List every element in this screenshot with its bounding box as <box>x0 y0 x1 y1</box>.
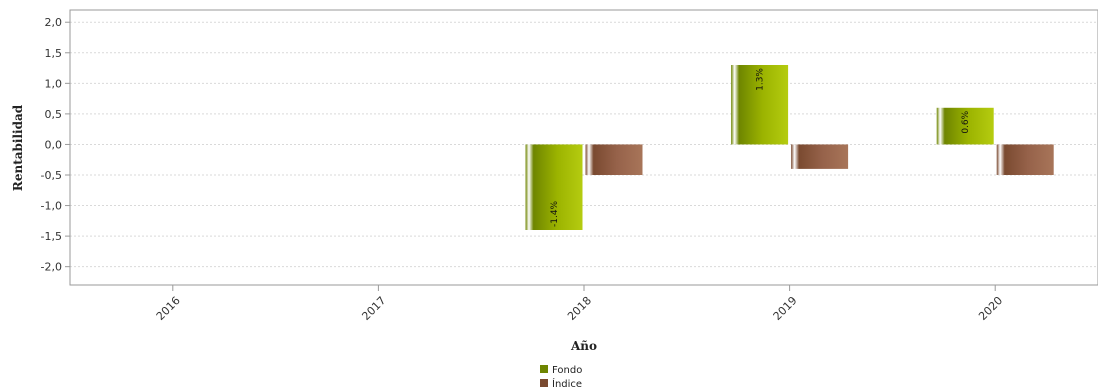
plot-frame <box>69 9 1098 286</box>
y-tick-label: -2,0 <box>41 261 62 274</box>
y-tick-label: 0,0 <box>45 138 63 151</box>
y-tick-label: -1,5 <box>41 230 62 243</box>
data-label: 1.3% <box>756 68 766 91</box>
legend-label-fondo[interactable]: Fondo <box>552 365 582 376</box>
bars <box>525 65 1054 230</box>
legend-swatch-fondo <box>540 365 548 373</box>
y-tick-label: -0,5 <box>41 169 62 182</box>
bar-fondo-2020[interactable] <box>936 107 994 145</box>
bar-fondo-2018[interactable] <box>525 144 583 230</box>
y-tick-label: 0,5 <box>45 108 63 121</box>
x-tick-label: 2018 <box>565 294 594 323</box>
y-tick-label: 1,5 <box>45 47 63 60</box>
legend-label-indice[interactable]: Índice <box>552 377 582 387</box>
x-axis-title: Año <box>570 339 597 353</box>
y-tick-label: 2,0 <box>45 16 63 29</box>
legend-swatch-indice <box>540 379 548 387</box>
y-axis-title: Rentabilidad <box>11 104 25 191</box>
x-tick-label: 2017 <box>359 294 388 323</box>
data-label: -1.4% <box>550 200 560 227</box>
y-tick-label: 1,0 <box>45 77 63 90</box>
bar-indice-2020[interactable] <box>996 144 1054 175</box>
data-label: 0.6% <box>961 110 971 133</box>
x-tick-label: 2016 <box>154 294 183 323</box>
data-labels: -1.4% 1.3% 0.6% <box>550 68 971 227</box>
x-axis-ticks: 2016 2017 2018 2019 2020 <box>154 285 1005 323</box>
x-tick-label: 2019 <box>771 294 800 323</box>
bar-indice-2019[interactable] <box>791 144 849 169</box>
bar-fondo-2019[interactable] <box>731 65 789 145</box>
y-axis-ticks: 2,0 1,5 1,0 0,5 0,0 -0,5 -1,0 -1,5 -2,0 <box>41 16 70 274</box>
bar-indice-2018[interactable] <box>585 144 643 175</box>
x-tick-label: 2020 <box>976 294 1005 323</box>
y-tick-label: -1,0 <box>41 200 62 213</box>
grid-lines <box>70 21 1098 268</box>
